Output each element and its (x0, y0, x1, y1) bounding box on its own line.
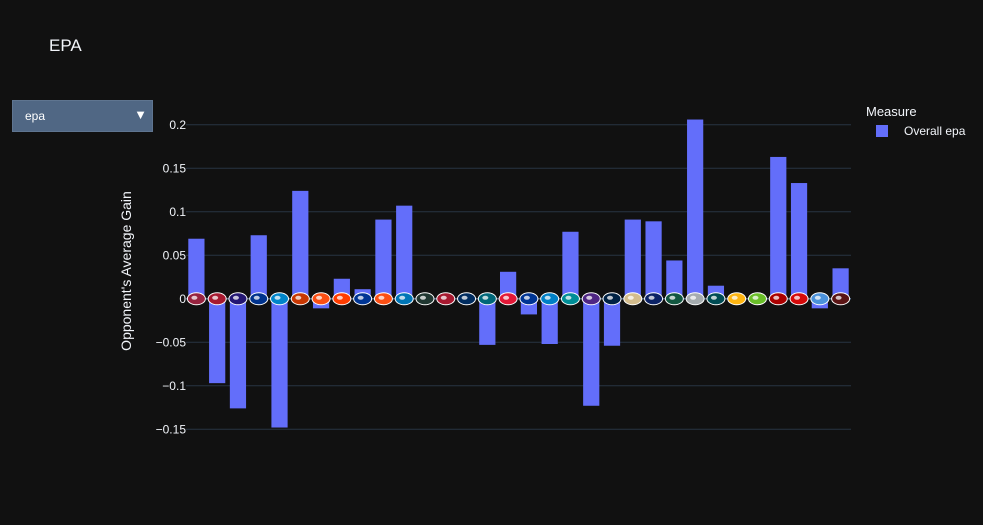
bengals-logo-icon (311, 292, 331, 306)
bar[interactable] (770, 156, 787, 299)
bar[interactable] (541, 298, 558, 344)
49ers-logo-icon (768, 292, 788, 306)
jets-logo-icon (664, 292, 684, 306)
bar[interactable] (666, 260, 683, 299)
cowboys-logo-icon (353, 292, 373, 306)
y-tick-label: −0.15 (156, 422, 187, 436)
panthers-logo-icon (270, 292, 290, 306)
bears-logo-icon (290, 292, 310, 306)
y-axis-label: Opponent's Average Gain (118, 191, 134, 351)
bar[interactable] (479, 298, 496, 345)
vikings-logo-icon (581, 292, 601, 306)
y-tick-label: 0.1 (169, 205, 186, 219)
legend-swatch (876, 125, 888, 137)
ravens-logo-icon (228, 292, 248, 306)
eagles-logo-icon (706, 292, 726, 306)
broncos-logo-icon (373, 292, 393, 306)
y-tick-label: 0.05 (163, 248, 187, 262)
bar[interactable] (271, 298, 288, 428)
steelers-logo-icon (727, 292, 747, 306)
bar[interactable] (500, 271, 517, 299)
bar[interactable] (583, 298, 600, 406)
bills-logo-icon (249, 292, 269, 306)
saints-logo-icon (623, 292, 643, 306)
bar[interactable] (396, 205, 413, 299)
bar[interactable] (292, 190, 309, 299)
texans-logo-icon (436, 292, 456, 306)
measure-dropdown[interactable]: epa ▼ (12, 100, 153, 132)
titans-logo-icon (810, 292, 830, 306)
buccaneers-logo-icon (789, 292, 809, 306)
raiders-logo-icon (685, 292, 705, 306)
y-tick-labels: 0.2 0.15 0.1 0.05 0 −0.05 −0.1 −0.15 (156, 118, 187, 437)
lions-logo-icon (394, 292, 414, 306)
bar[interactable] (562, 231, 579, 299)
colts-logo-icon (457, 292, 477, 306)
dropdown-selected-value: epa (25, 109, 46, 123)
bar[interactable] (229, 298, 247, 409)
browns-logo-icon (332, 292, 352, 306)
y-tick-label: 0.2 (169, 118, 186, 132)
cardinals-logo-icon (186, 292, 206, 306)
legend-title: Measure (866, 104, 917, 119)
bar[interactable] (645, 221, 662, 299)
rams-logo-icon (519, 292, 539, 306)
bar[interactable] (832, 268, 849, 299)
bars (188, 119, 849, 428)
bar[interactable] (790, 183, 808, 299)
falcons-logo-icon (207, 292, 227, 306)
patriots-logo-icon (602, 292, 622, 306)
bar[interactable] (209, 298, 226, 384)
y-tick-label: −0.05 (156, 335, 187, 349)
y-tick-label: −0.1 (162, 379, 186, 393)
bar[interactable] (624, 219, 641, 299)
x-tick-icons (186, 292, 851, 306)
jaguars-logo-icon (477, 292, 497, 306)
chargers-logo-icon (540, 292, 560, 306)
seahawks-logo-icon (747, 292, 767, 306)
bar[interactable] (375, 219, 392, 299)
dropdown-arrow-icon: ▼ (134, 107, 147, 122)
chiefs-logo-icon (498, 292, 518, 306)
giants-logo-icon (644, 292, 664, 306)
dolphins-logo-icon (560, 292, 580, 306)
bar[interactable] (188, 238, 205, 299)
legend-item-label: Overall epa (904, 124, 966, 138)
packers-logo-icon (415, 292, 435, 306)
bar[interactable] (603, 298, 621, 346)
bar[interactable] (687, 119, 704, 299)
commanders-logo-icon (831, 292, 851, 306)
chart-title: EPA (49, 36, 82, 55)
y-tick-label: 0.15 (163, 161, 187, 175)
bar[interactable] (250, 235, 267, 299)
y-tick-label: 0 (179, 292, 186, 306)
